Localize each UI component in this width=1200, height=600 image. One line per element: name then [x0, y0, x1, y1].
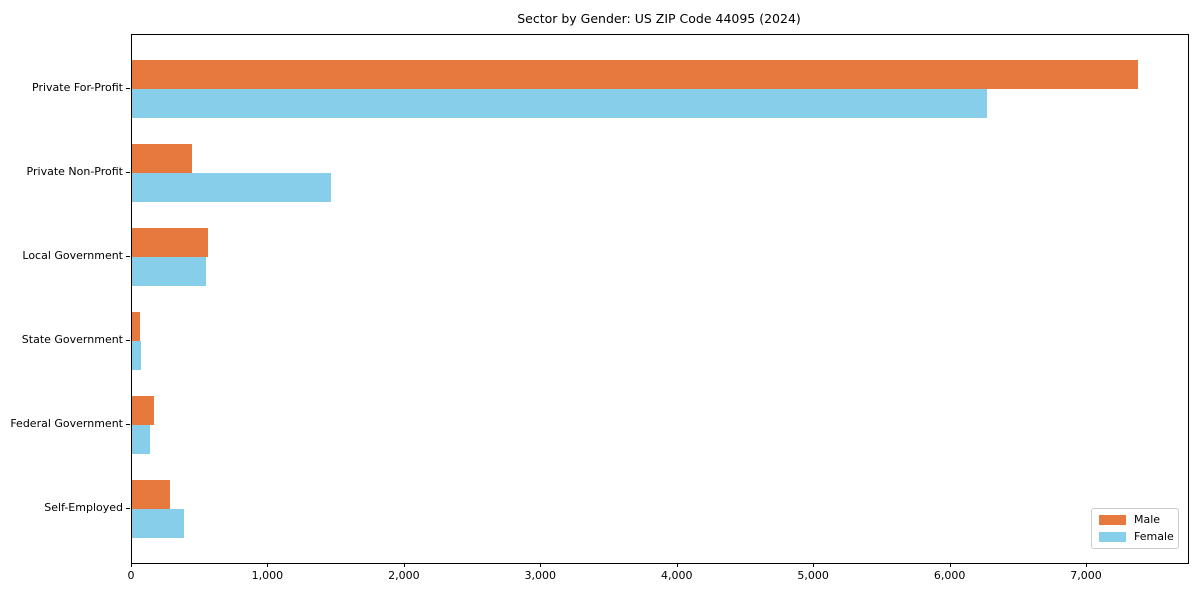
male-bar — [132, 228, 209, 258]
y-tick-label: Federal Government — [10, 416, 123, 430]
legend-item: Male — [1099, 514, 1171, 526]
y-tick-mark — [126, 339, 130, 341]
x-tick-label: 0 — [127, 569, 135, 582]
legend: Male Female — [1091, 508, 1179, 549]
x-tick-mark — [540, 563, 542, 567]
male-bar — [132, 144, 193, 174]
y-tick-mark — [126, 507, 130, 509]
x-tick-label: 5,000 — [797, 569, 829, 582]
male-bar — [132, 311, 140, 341]
y-tick-label: Local Government — [22, 249, 123, 263]
plot-area — [131, 34, 1189, 564]
legend-label: Female — [1134, 530, 1174, 543]
legend-swatch — [1099, 515, 1126, 525]
legend-swatch — [1099, 532, 1126, 542]
x-tick-label: 3,000 — [524, 569, 557, 582]
y-tick-label: Private Non-Profit — [26, 165, 123, 179]
legend-item: Female — [1099, 530, 1174, 543]
male-bar — [132, 479, 171, 509]
chart-title: Sector by Gender: US ZIP Code 44095 (202… — [517, 11, 801, 26]
female-bar — [132, 173, 332, 203]
male-bar — [132, 60, 1138, 90]
y-tick-mark — [126, 88, 130, 90]
x-tick-label: 2,000 — [388, 569, 420, 582]
female-bar — [132, 508, 184, 538]
female-bar — [132, 257, 207, 287]
female-bar — [132, 89, 988, 119]
y-tick-mark — [126, 256, 130, 258]
x-tick-label: 1,000 — [251, 569, 284, 582]
y-tick-label: Private For-Profit — [32, 81, 123, 95]
x-tick-label: 4,000 — [660, 569, 693, 582]
y-tick-label: State Government — [21, 332, 123, 346]
x-tick-label: 7,000 — [1070, 569, 1102, 582]
x-tick-mark — [813, 563, 815, 567]
legend-label: Male — [1134, 513, 1161, 526]
x-tick-mark — [1086, 563, 1088, 567]
x-tick-mark — [949, 563, 951, 567]
x-tick-label: 6,000 — [933, 569, 966, 582]
y-tick-mark — [126, 172, 130, 174]
x-tick-mark — [676, 563, 678, 567]
x-tick-mark — [131, 563, 132, 567]
x-tick-mark — [267, 563, 269, 567]
female-bar — [132, 340, 141, 370]
y-tick-label: Self-Employed — [44, 500, 123, 514]
x-tick-mark — [403, 563, 405, 567]
male-bar — [132, 395, 154, 425]
female-bar — [132, 424, 150, 454]
y-tick-mark — [126, 423, 130, 425]
